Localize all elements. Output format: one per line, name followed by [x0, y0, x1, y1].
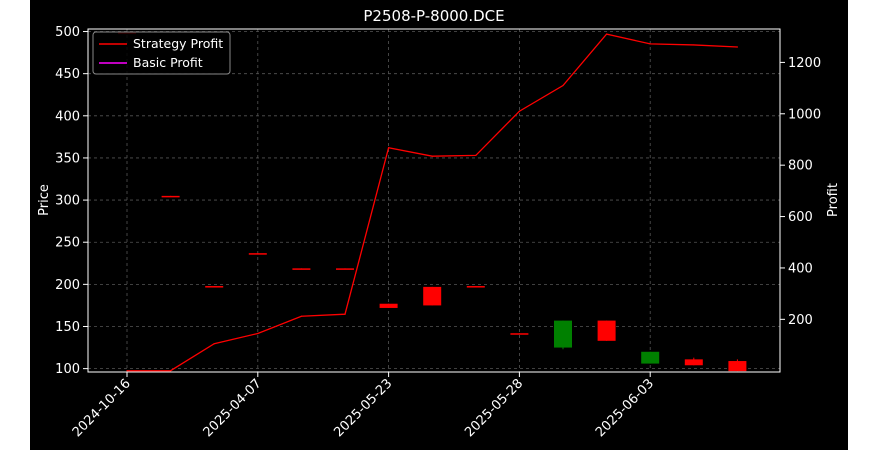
right-tick-label: 800: [788, 159, 813, 174]
right-tick-label: 600: [788, 210, 813, 225]
right-tick-label: 1200: [788, 56, 821, 71]
right-tick-label: 400: [788, 261, 813, 276]
right-axis: 200 400 600 800 1000 1200: [780, 56, 821, 328]
left-tick-label: 150: [55, 320, 80, 335]
candle-body: [641, 351, 660, 364]
candle-body: [423, 286, 442, 306]
legend-box: [92, 31, 231, 75]
right-axis-title: Profit: [826, 183, 841, 217]
profit-point: [213, 343, 215, 345]
candle-body: [466, 286, 485, 288]
candle-body: [379, 303, 398, 308]
candle-body: [554, 320, 572, 348]
legend-label-strategy: Strategy Profit: [133, 36, 223, 51]
candle-body: [684, 359, 703, 366]
left-tick-label: 400: [55, 109, 80, 124]
left-axis: 100 150 200 250 300 350 400 450 500: [55, 25, 88, 377]
left-tick-label: 300: [55, 194, 80, 209]
profit-point: [693, 44, 695, 46]
profit-point: [388, 147, 390, 149]
profit-point: [126, 370, 128, 372]
profit-point: [606, 33, 608, 35]
candle-body: [161, 195, 180, 198]
left-tick-label: 350: [55, 151, 80, 166]
candle-body: [336, 268, 354, 270]
candle-body: [205, 286, 224, 288]
left-tick-label: 200: [55, 278, 80, 293]
profit-point: [475, 154, 477, 157]
profit-point: [649, 43, 651, 45]
candle-body: [292, 268, 311, 270]
candle-body: [728, 361, 747, 372]
figure-background: [30, 0, 848, 450]
profit-lines: [126, 33, 739, 372]
left-tick-label: 450: [55, 67, 80, 82]
left-axis-title: Price: [37, 184, 52, 216]
profit-point: [562, 84, 564, 87]
profit-point: [257, 332, 259, 335]
profit-point: [736, 46, 739, 48]
right-tick-label: 1000: [788, 107, 821, 122]
candle-body: [510, 333, 529, 335]
profit-point: [300, 315, 302, 317]
candle-body: [248, 253, 267, 255]
legend: Strategy Profit Basic Profit: [92, 31, 231, 75]
right-tick-label: 200: [788, 313, 813, 328]
profit-point: [431, 155, 433, 157]
profit-point: [518, 110, 521, 112]
left-tick-label: 250: [55, 236, 80, 251]
chart-title: P2508-P-8000.DCE: [363, 7, 504, 25]
left-tick-label: 500: [55, 25, 80, 40]
profit-point: [170, 370, 172, 372]
legend-label-basic: Basic Profit: [133, 55, 203, 70]
left-tick-label: 100: [55, 362, 80, 377]
candle-body: [597, 320, 616, 341]
profit-point: [344, 313, 346, 315]
